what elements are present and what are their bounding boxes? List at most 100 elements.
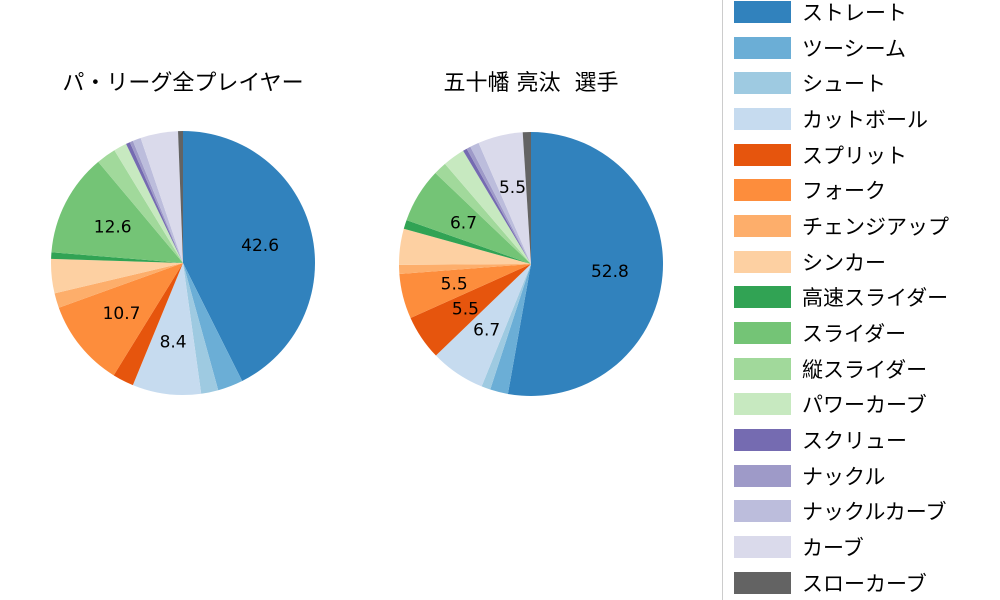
legend-item: パワーカーブ bbox=[734, 387, 1000, 423]
right-pie-title: 五十幡 亮汰 選手 bbox=[443, 71, 619, 96]
pie-value-label-curve: 5.5 bbox=[499, 178, 526, 198]
legend-label: チェンジアップ bbox=[802, 214, 949, 239]
pie-slice-sinker bbox=[51, 258, 183, 294]
pie-slice-fork bbox=[58, 263, 183, 376]
pie-slice-shoot bbox=[481, 264, 531, 390]
pie-slice-cut-ball bbox=[435, 264, 531, 387]
pie-slice-slow-curve bbox=[178, 130, 183, 263]
pie-slice-knuckle bbox=[466, 146, 531, 264]
legend-item: スプリット bbox=[734, 137, 1000, 173]
legend-swatch bbox=[734, 536, 791, 559]
pie-slice-straight bbox=[183, 131, 316, 381]
pie-slice-straight bbox=[507, 132, 664, 396]
legend-swatch bbox=[734, 357, 791, 380]
pie-slice-power-curve bbox=[444, 150, 531, 264]
legend-swatch bbox=[734, 464, 791, 487]
left-pie-chart: 42.6 8.4 10.7 12.6 bbox=[51, 130, 316, 395]
legend-label: スライダー bbox=[802, 322, 907, 347]
pie-slice-screw bbox=[126, 142, 183, 263]
legend-label: パワーカーブ bbox=[802, 393, 927, 418]
legend-swatch bbox=[734, 393, 791, 416]
legend-item: スローカーブ bbox=[734, 565, 1000, 600]
pie-value-label-slider: 6.7 bbox=[450, 214, 477, 234]
legend-swatch bbox=[734, 107, 791, 130]
legend-label: シュート bbox=[802, 72, 886, 97]
pie-value-label-split: 5.5 bbox=[452, 299, 479, 319]
pie-slice-fast-slider bbox=[403, 220, 531, 264]
legend-swatch bbox=[734, 571, 791, 594]
legend-item: ツーシーム bbox=[734, 30, 1000, 66]
legend-item: 縦スライダー bbox=[734, 351, 1000, 387]
pie-slice-changeup bbox=[54, 263, 183, 308]
legend-swatch bbox=[734, 143, 791, 166]
legend-label: 縦スライダー bbox=[802, 357, 928, 382]
pie-slice-fork bbox=[399, 264, 531, 318]
legend-swatch bbox=[734, 36, 791, 59]
legend-item: ナックルカーブ bbox=[734, 494, 1000, 530]
pie-slice-knuckle-curve bbox=[470, 142, 531, 264]
pie-value-label-slider: 12.6 bbox=[94, 218, 132, 238]
pie-slice-power-curve bbox=[114, 143, 183, 263]
legend-label: スクリュー bbox=[802, 429, 907, 454]
pie-slice-split bbox=[113, 263, 183, 386]
pie-slice-screw bbox=[463, 148, 531, 264]
legend-swatch bbox=[734, 214, 791, 237]
legend-item: ストレート bbox=[734, 0, 1000, 30]
pie-slice-slow-curve bbox=[522, 132, 531, 264]
legend-swatch bbox=[734, 72, 791, 95]
legend-swatch bbox=[734, 500, 791, 523]
pie-slice-changeup bbox=[399, 264, 531, 274]
legend-label: スプリット bbox=[802, 143, 907, 168]
left-pie-title: パ・リーグ全プレイヤー bbox=[62, 71, 304, 96]
legend-label: ナックルカーブ bbox=[802, 500, 947, 525]
legend-item: カーブ bbox=[734, 529, 1000, 565]
legend-label: ストレート bbox=[802, 0, 907, 25]
legend-label: カーブ bbox=[802, 536, 864, 561]
legend-label: シンカー bbox=[802, 250, 886, 275]
legend-item: シンカー bbox=[734, 244, 1000, 280]
pie-value-label-straight: 42.6 bbox=[241, 236, 279, 256]
legend-label: フォーク bbox=[802, 179, 886, 204]
legend-swatch bbox=[734, 179, 791, 202]
legend-swatch bbox=[734, 322, 791, 345]
legend-label: ツーシーム bbox=[802, 36, 906, 61]
right-pie-chart: 52.86.75.55.56.75.5 bbox=[398, 132, 664, 396]
pie-slice-knuckle bbox=[129, 140, 183, 263]
legend-item: チェンジアップ bbox=[734, 208, 1000, 244]
legend-swatch bbox=[734, 429, 791, 452]
pie-slice-slider bbox=[406, 173, 531, 264]
pie-value-label-straight: 52.8 bbox=[591, 262, 629, 282]
pie-value-label-fork: 5.5 bbox=[441, 275, 468, 295]
legend-item: スライダー bbox=[734, 315, 1000, 351]
pie-slice-curve bbox=[478, 132, 531, 264]
legend-item: カットボール bbox=[734, 101, 1000, 137]
pie-value-label-cut-ball: 6.7 bbox=[473, 321, 500, 341]
pie-slice-two-seam bbox=[183, 263, 243, 391]
pie-slice-slider bbox=[51, 161, 183, 263]
legend-label: カットボール bbox=[802, 107, 928, 132]
pie-value-label-fork: 10.7 bbox=[103, 304, 141, 324]
legend-swatch bbox=[734, 250, 791, 273]
pie-slice-two-seam bbox=[490, 264, 531, 394]
pie-slice-knuckle-curve bbox=[132, 137, 183, 263]
pie-slice-cut-ball bbox=[132, 263, 202, 395]
pie-slice-curve bbox=[140, 131, 183, 263]
legend-swatch bbox=[734, 286, 791, 309]
pie-slice-fast-slider bbox=[51, 252, 183, 263]
legend-item: 高速スライダー bbox=[734, 280, 1000, 316]
pie-slice-vertical-slider bbox=[435, 163, 531, 264]
legend-swatch bbox=[734, 0, 791, 23]
legend-item: スクリュー bbox=[734, 422, 1000, 458]
legend-label: ナックル bbox=[802, 464, 886, 489]
pie-slice-sinker bbox=[398, 228, 531, 265]
pie-slice-split bbox=[410, 264, 531, 356]
pie-slice-shoot bbox=[183, 263, 219, 394]
pie-slice-vertical-slider bbox=[98, 150, 183, 263]
legend-label: 高速スライダー bbox=[802, 286, 949, 311]
legend-label: スローカーブ bbox=[802, 571, 927, 596]
legend-item: シュート bbox=[734, 65, 1000, 101]
legend: ストレートツーシームシュートカットボール スプリットフォークチェンジアップ シンカー… bbox=[722, 0, 1000, 600]
pie-value-label-cut-ball: 8.4 bbox=[160, 333, 187, 353]
legend-item: フォーク bbox=[734, 172, 1000, 208]
